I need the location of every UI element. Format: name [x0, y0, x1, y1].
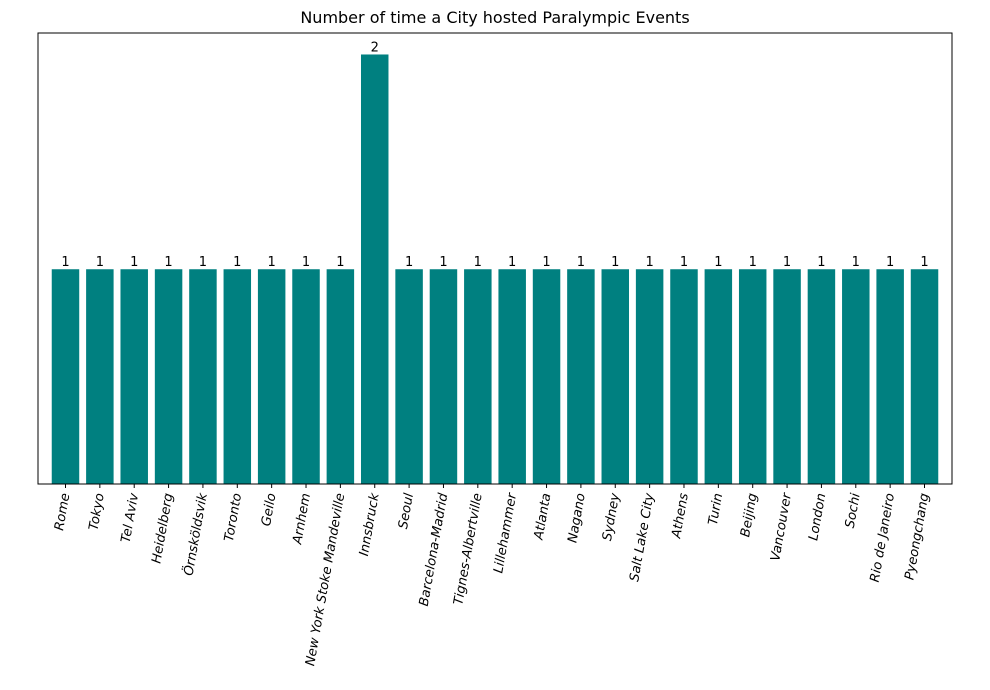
- x-tick-label: Sochi: [843, 492, 864, 530]
- bar-value-label: 1: [817, 255, 825, 270]
- bar: [51, 269, 80, 484]
- x-tick-label: Toronto: [222, 492, 245, 543]
- x-tick-label: Tignes-Albertville: [451, 492, 485, 606]
- bar: [567, 269, 595, 484]
- bar-value-label: 1: [611, 255, 619, 270]
- x-tick-label: Atlanta: [531, 492, 554, 542]
- bar: [257, 269, 286, 484]
- bar: [704, 269, 733, 484]
- x-tick-label: Innsbruck: [357, 492, 383, 558]
- x-tick-label: London: [806, 492, 829, 542]
- bar-value-label: 1: [439, 255, 447, 270]
- bar-value-label: 1: [199, 255, 207, 270]
- x-tick-label: Rio de Janeiro: [868, 492, 898, 583]
- bar: [807, 269, 836, 484]
- x-tick-label: Heidelberg: [149, 492, 176, 565]
- bar-value-label: 1: [680, 255, 688, 270]
- bar-value-label: 1: [645, 255, 653, 270]
- bar: [601, 269, 630, 484]
- plot-area-frame: [37, 32, 953, 485]
- x-tick-label: Rome: [52, 492, 73, 532]
- bar: [738, 269, 767, 484]
- bar: [635, 269, 664, 484]
- bars: [51, 54, 939, 484]
- bar-value-label: 1: [886, 255, 894, 270]
- bar: [498, 269, 526, 484]
- bar-value-label: 1: [164, 255, 172, 270]
- x-tick-label: Tel Aviv: [119, 492, 143, 544]
- bar: [86, 269, 114, 484]
- bar: [326, 269, 355, 484]
- x-tick-label: New York Stoke Mandeville: [303, 492, 348, 667]
- bar-value-label: 1: [749, 255, 757, 270]
- bar: [670, 269, 698, 484]
- bar-value-label: 1: [130, 255, 138, 270]
- bar-value-label: 1: [508, 255, 516, 270]
- x-tick-label: Sydney: [600, 492, 623, 542]
- x-tick-label: Vancouver: [768, 490, 795, 562]
- chart-title: Number of time a City hosted Paralympic …: [300, 8, 689, 27]
- bar-value-label: 1: [783, 255, 791, 270]
- x-tick-label: Nagano: [565, 492, 588, 544]
- x-tick-label: Seoul: [396, 492, 417, 530]
- x-tick-label: Pyeongchang: [902, 492, 932, 581]
- bar-value-label: 1: [233, 255, 241, 270]
- x-tick-label: Örnsköldsvik: [180, 491, 211, 577]
- bar: [154, 269, 183, 484]
- bar: [189, 269, 217, 484]
- x-tick-label: Geilo: [259, 492, 280, 527]
- x-tick-label: Tokyo: [87, 492, 108, 532]
- value-labels: 1 1 1 1 1 1 1 1 1 2 1 1 1 1 1 1 1 1 1 1 1 1 1 1 1 1: [61, 40, 928, 270]
- bar-value-label: 1: [268, 255, 276, 270]
- bar: [223, 269, 252, 484]
- bar-value-label: 1: [852, 255, 860, 270]
- bar-value-label: 1: [96, 255, 104, 270]
- bar-value-label: 1: [920, 255, 928, 270]
- bar: [876, 269, 904, 484]
- bar: [773, 269, 801, 484]
- bar: [395, 269, 423, 484]
- bar: [292, 269, 320, 484]
- x-tick-labels: Rome Tokyo Tel Aviv Heidelberg Örnsköldsvik T…: [52, 484, 932, 667]
- x-tick-label: Turin: [706, 492, 726, 526]
- bar-value-label: 1: [302, 255, 310, 270]
- bar-value-label: 1: [714, 255, 722, 270]
- bar-value-label: 1: [577, 255, 585, 270]
- bar-value-label: 1: [336, 255, 344, 270]
- bar: [429, 269, 458, 484]
- bar-value-label: 1: [474, 255, 482, 270]
- bar: [910, 269, 939, 484]
- bar: [360, 54, 389, 484]
- x-tick-label: Athens: [669, 492, 692, 540]
- bar: [532, 269, 561, 484]
- bar-value-label: 2: [371, 40, 379, 55]
- x-tick-label: Salt Lake City: [627, 492, 657, 583]
- x-tick-label: Arnhem: [290, 492, 314, 546]
- x-tick-label: Barcelona-Madrid: [417, 491, 452, 607]
- x-tick-label: Lillehammer: [491, 490, 520, 574]
- bar: [842, 269, 870, 484]
- bar-value-label: 1: [405, 255, 413, 270]
- bar-value-label: 1: [542, 255, 550, 270]
- bar: [120, 269, 148, 484]
- x-tick-label: Beijing: [738, 492, 760, 538]
- bar-value-label: 1: [61, 255, 69, 270]
- bar: [464, 269, 492, 484]
